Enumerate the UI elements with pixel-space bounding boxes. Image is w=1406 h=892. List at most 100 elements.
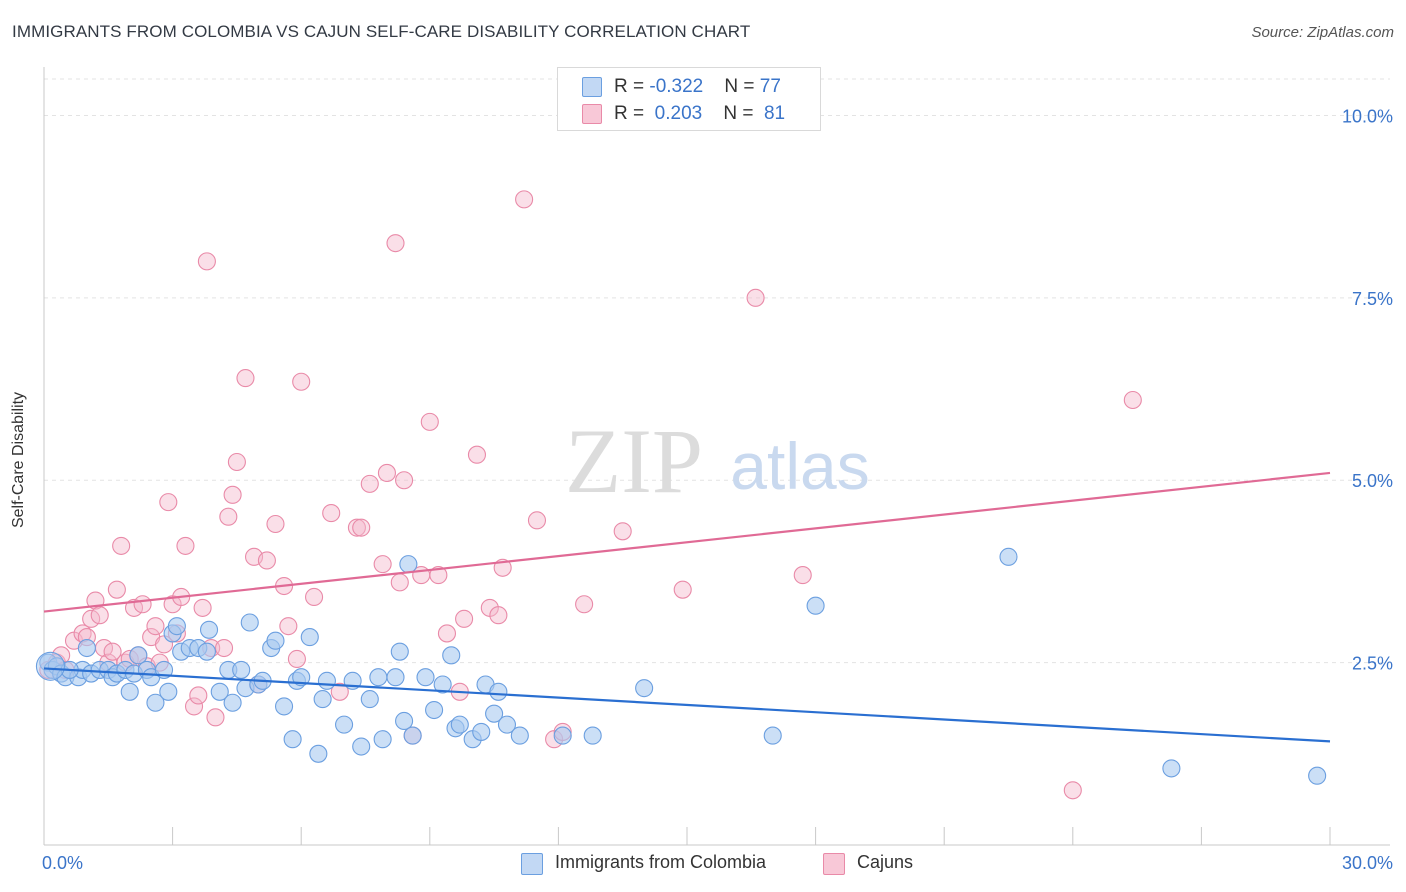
legend-label-colombia: Immigrants from Colombia: [555, 852, 767, 872]
colombia-point: [395, 711, 414, 731]
n-value: 81: [763, 103, 786, 124]
colombia-point: [472, 722, 491, 741]
cajuns-point: [373, 555, 392, 574]
y-tick-label: 5.0%: [1352, 471, 1393, 491]
blue-swatch-icon: [582, 77, 602, 97]
cajuns-point: [613, 522, 632, 541]
colombia-point: [442, 646, 461, 665]
colombia-point: [77, 638, 96, 658]
cajuns-point: [184, 697, 204, 716]
colombia-point: [485, 704, 504, 723]
cajuns-point: [146, 617, 165, 636]
r-value: 0.203: [654, 103, 703, 124]
colombia-point: [763, 726, 782, 745]
colombia-point: [390, 642, 409, 661]
cajuns-point: [437, 624, 456, 643]
cajuns-point: [197, 252, 216, 271]
blue-swatch-icon: [521, 853, 543, 875]
cajuns-point: [386, 234, 405, 253]
cajuns-point: [223, 485, 242, 504]
cajuns-point: [390, 573, 409, 592]
x-tick-label: 30.0%: [1342, 853, 1393, 873]
colombia-point: [35, 651, 65, 681]
cajuns-point: [429, 566, 448, 585]
n-value: 77: [759, 76, 781, 97]
colombia-point: [300, 628, 319, 647]
colombia-point: [386, 668, 405, 687]
cajuns-point: [527, 511, 547, 530]
y-tick-label: 2.5%: [1352, 654, 1393, 674]
colombia-point: [129, 646, 148, 665]
colombia-point: [373, 730, 392, 749]
r-value: -0.322: [649, 76, 704, 97]
colombia-point: [240, 613, 259, 632]
watermark-zip: ZIP: [565, 410, 703, 512]
colombia-point: [159, 682, 178, 701]
cajuns-point: [352, 518, 371, 537]
cajuns-point: [489, 606, 508, 625]
colombia-point: [583, 726, 602, 745]
cajuns-point: [347, 518, 366, 537]
cajuns-point: [395, 471, 414, 490]
cajuns-point: [90, 606, 109, 625]
axes: [43, 67, 1390, 846]
cajuns-point: [206, 708, 225, 727]
cajuns-point: [279, 617, 298, 636]
colombia-point: [283, 730, 302, 749]
trend-lines: [43, 471, 1331, 743]
cajuns-point: [793, 566, 812, 585]
colombia-point: [999, 547, 1018, 566]
cajuns-point: [287, 649, 306, 669]
colombia-trend-line: [43, 667, 1331, 743]
colombia-point: [352, 737, 371, 756]
x-tick-label: 0.0%: [42, 853, 83, 873]
cajuns-point: [257, 551, 276, 570]
colombia-point: [210, 682, 229, 701]
colombia-point: [317, 671, 336, 690]
chart-title: IMMIGRANTS FROM COLOMBIA VS CAJUN SELF-C…: [12, 22, 751, 41]
y-tick-label: 10.0%: [1342, 106, 1393, 126]
colombia-point: [433, 675, 452, 694]
cajuns-point: [377, 463, 396, 482]
cajuns-point: [360, 474, 379, 493]
cajuns-point: [112, 536, 131, 555]
cajuns-trend-line: [43, 471, 1331, 613]
colombia-point: [425, 700, 444, 720]
n-label: N =: [723, 103, 759, 124]
pink-swatch-icon: [582, 104, 602, 124]
y-tick-label: 7.5%: [1352, 289, 1393, 309]
colombia-point: [313, 690, 332, 709]
colombia-point: [1162, 759, 1181, 778]
colombia-point: [403, 726, 422, 745]
colombia-point: [266, 631, 285, 650]
legend-label-cajuns: Cajuns: [857, 852, 914, 872]
cajuns-point: [219, 507, 238, 526]
cajuns-point: [673, 580, 692, 599]
cajuns-point: [236, 369, 255, 388]
colombia-point: [450, 715, 469, 734]
watermark: ZIP atlas: [565, 410, 870, 512]
tick-labels: 2.5% 5.0% 7.5% 10.0% 0.0% 30.0%: [42, 106, 1393, 873]
colombia-point: [806, 596, 825, 615]
cajuns-point: [176, 536, 195, 555]
colombia-point: [1308, 766, 1327, 785]
colombia-point: [489, 682, 508, 701]
cajuns-point: [515, 190, 534, 209]
colombia-point: [553, 726, 572, 745]
cajuns-points: [39, 190, 1142, 800]
cajuns-point: [193, 598, 212, 617]
correlation-legend: R = -0.322 N = 77 R = 0.203 N = 81: [557, 67, 821, 131]
colombia-point: [223, 693, 242, 712]
cajuns-point: [189, 686, 208, 705]
n-label: N =: [724, 76, 760, 97]
source-label: Source: ZipAtlas.com: [1251, 24, 1394, 41]
colombia-point: [120, 682, 139, 701]
cajuns-point: [159, 493, 178, 512]
cajuns-point: [227, 452, 246, 472]
colombia-point: [335, 715, 354, 734]
colombia-point: [199, 620, 219, 639]
cajuns-point: [305, 587, 324, 607]
cajuns-point: [133, 595, 152, 614]
cajuns-point: [746, 288, 765, 307]
